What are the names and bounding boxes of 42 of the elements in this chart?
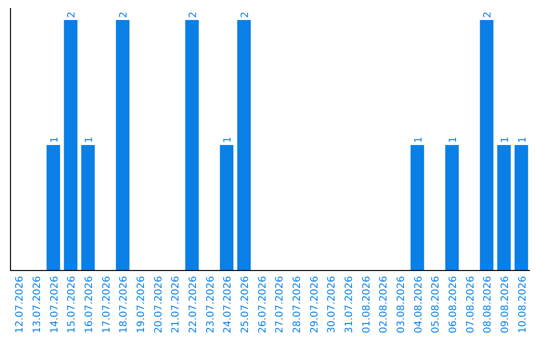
data-label: 2	[118, 12, 130, 18]
data-label: 2	[482, 12, 494, 18]
x-tick-label: 14.07.2026	[49, 276, 60, 334]
data-label: 1	[413, 136, 424, 143]
x-tick-label: 25.07.2026	[240, 276, 251, 334]
x-tick-label: 21.07.2026	[170, 276, 182, 334]
x-tick-label: 02.08.2026	[378, 276, 390, 334]
data-label: 2	[240, 12, 251, 18]
x-tick-label: 08.08.2026	[482, 276, 494, 334]
x-tick-label: 28.07.2026	[292, 276, 303, 334]
x-tick-label: 10.08.2026	[517, 276, 528, 334]
x-tick-label: 07.08.2026	[465, 276, 476, 334]
x-tick-label: 17.07.2026	[101, 276, 112, 334]
x-tick-label: 26.07.2026	[257, 276, 268, 334]
x-tick-label: 13.07.2026	[32, 276, 43, 334]
data-label: 1	[448, 136, 459, 143]
x-tick-label: 01.08.2026	[361, 276, 372, 334]
x-tick-label: 15.07.2026	[66, 276, 78, 334]
data-label: 1	[49, 136, 60, 143]
x-tick-label: 31.07.2026	[344, 276, 355, 334]
data-label: 1	[517, 136, 528, 143]
data-label: 2	[188, 12, 199, 18]
x-tick-label: 04.08.2026	[413, 276, 424, 334]
data-label: 2	[66, 12, 78, 18]
x-tick-label: 24.07.2026	[222, 276, 234, 334]
x-tick-label: 18.07.2026	[118, 276, 130, 334]
x-tick-label: 20.07.2026	[153, 276, 164, 334]
x-tick-label: 29.07.2026	[309, 276, 320, 334]
x-tick-label: 19.07.2026	[136, 276, 147, 334]
x-tick-label: 16.07.2026	[84, 276, 95, 334]
x-tick-label: 30.07.2026	[326, 276, 338, 334]
x-tick-label: 22.07.2026	[188, 276, 199, 334]
x-tick-label: 09.08.2026	[500, 276, 511, 334]
data-label: 1	[222, 136, 234, 143]
x-tick-label: 27.07.2026	[274, 276, 286, 334]
x-tick-label: 03.08.2026	[396, 276, 407, 334]
data-label: 1	[84, 136, 95, 143]
x-tick-label: 23.07.2026	[205, 276, 216, 334]
data-label: 1	[500, 136, 511, 143]
x-tick-label: 05.08.2026	[430, 276, 442, 334]
x-tick-label: 06.08.2026	[448, 276, 459, 334]
x-tick-label: 12.07.2026	[14, 276, 26, 334]
